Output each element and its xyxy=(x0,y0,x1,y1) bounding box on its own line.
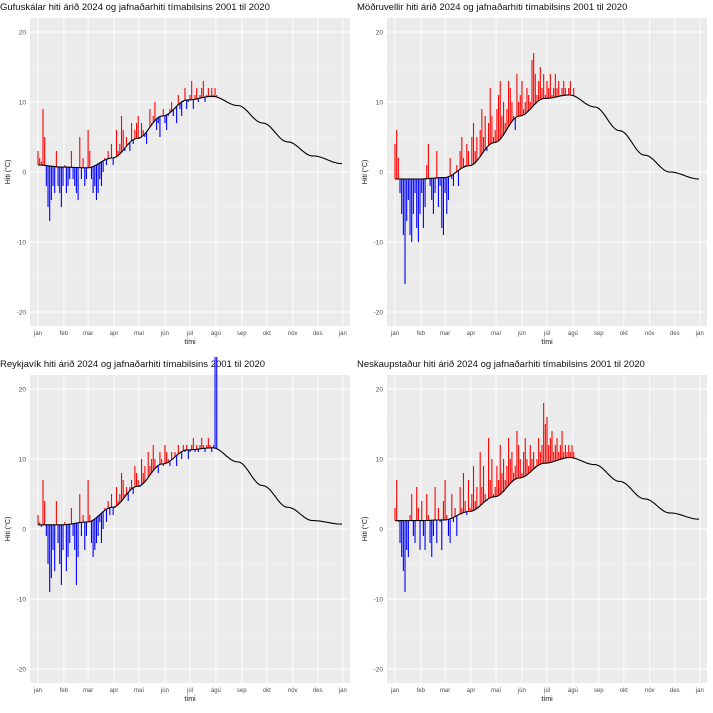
x-tick-label: okt xyxy=(263,688,271,694)
x-tick-label: feb xyxy=(417,688,426,694)
x-axis-label: tími xyxy=(541,339,553,346)
x-tick-label: jún xyxy=(160,688,169,694)
chart-title: Möðruvellir hiti árið 2024 og jafnaðarhi… xyxy=(357,2,628,13)
y-tick-label: 20 xyxy=(19,30,27,37)
x-tick-label: mar xyxy=(440,331,450,337)
y-tick-label: 10 xyxy=(376,457,384,464)
x-tick-label: jún xyxy=(517,331,526,337)
y-tick-label: -20 xyxy=(17,310,27,317)
normal-curve-line xyxy=(38,95,343,169)
y-tick-label: 20 xyxy=(376,30,384,37)
y-tick-label: -10 xyxy=(17,240,27,247)
x-axis-label: tími xyxy=(184,696,196,703)
x-tick-label: jan xyxy=(33,688,42,694)
x-tick-label: apr xyxy=(110,331,119,337)
x-tick-label: sep xyxy=(594,331,604,337)
y-tick-label: -10 xyxy=(17,597,27,604)
chart-title: Reykjavík hiti árið 2024 og jafnaðarhiti… xyxy=(0,359,266,370)
y-tick-label: 0 xyxy=(379,170,383,177)
x-tick-label: jan xyxy=(695,688,704,694)
x-tick-label: feb xyxy=(60,688,69,694)
x-axis-label: tími xyxy=(184,339,196,346)
x-tick-label: des xyxy=(670,331,680,337)
x-tick-label: okt xyxy=(620,688,628,694)
x-tick-label: okt xyxy=(263,331,271,337)
chart-plot: -20 -10 0 10 20 jan feb mar apr maí jún júl ágú sep ok… xyxy=(361,18,707,346)
x-tick-label: des xyxy=(313,688,323,694)
chart-panel-neskaupstadur: Neskaupstaður hiti árið 2024 og jafnaðar… xyxy=(357,357,713,713)
x-tick-label: jan xyxy=(390,331,399,337)
x-tick-label: sep xyxy=(237,688,247,694)
x-tick-label: nóv xyxy=(288,331,298,337)
chart-title: Neskaupstaður hiti árið 2024 og jafnaðar… xyxy=(357,359,645,370)
normal-curve-line xyxy=(38,447,342,526)
x-tick-label: júl xyxy=(543,331,550,337)
x-tick-label: feb xyxy=(417,331,426,337)
x-tick-label: mar xyxy=(83,331,93,337)
y-tick-label: 10 xyxy=(376,100,384,107)
x-tick-label: jan xyxy=(33,331,42,337)
x-axis-label: tími xyxy=(541,696,553,703)
x-tick-label: júl xyxy=(186,331,193,337)
chart-plot: -20 -10 0 10 20 jan feb mar apr maí jún júl ágú sep ok… xyxy=(4,357,350,703)
y-tick-label: 0 xyxy=(379,527,383,534)
x-tick-label: des xyxy=(313,331,323,337)
normal-curve-line xyxy=(395,94,700,180)
chart-title: Gufuskálar hiti árið 2024 og jafnaðarhit… xyxy=(0,2,270,13)
x-tick-label: apr xyxy=(110,688,119,694)
y-tick-label: 0 xyxy=(22,527,26,534)
x-tick-label: júl xyxy=(543,688,550,694)
y-tick-label: 20 xyxy=(376,387,384,394)
y-tick-label: -10 xyxy=(374,240,384,247)
y-tick-label: -20 xyxy=(17,667,27,674)
y-tick-label: -20 xyxy=(374,667,384,674)
x-tick-label: mar xyxy=(440,688,450,694)
x-tick-label: des xyxy=(670,688,680,694)
x-tick-label: mar xyxy=(83,688,93,694)
y-tick-label: 0 xyxy=(22,170,26,177)
y-tick-label: 20 xyxy=(19,387,27,394)
chart-panel-reykjavik: Reykjavík hiti árið 2024 og jafnaðarhiti… xyxy=(0,357,356,713)
y-axis-label: Hiti (°C) xyxy=(361,160,369,185)
x-tick-label: maí xyxy=(134,688,144,694)
chart-panel-modruvellir: Möðruvellir hiti árið 2024 og jafnaðarhi… xyxy=(357,0,713,356)
y-tick-label: -20 xyxy=(374,310,384,317)
y-axis-label: Hiti (°C) xyxy=(361,517,369,542)
y-tick-label: 10 xyxy=(19,457,27,464)
x-tick-label: maí xyxy=(134,331,144,337)
x-tick-label: nóv xyxy=(288,688,298,694)
x-tick-label: nóv xyxy=(645,331,655,337)
x-tick-label: ágú xyxy=(568,688,578,694)
chart-panel-gufuskalar: Gufuskálar hiti árið 2024 og jafnaðarhit… xyxy=(0,0,356,356)
x-tick-label: okt xyxy=(620,331,628,337)
x-tick-label: ágú xyxy=(211,331,221,337)
x-tick-label: apr xyxy=(467,331,476,337)
normal-curve-line xyxy=(395,457,700,522)
x-tick-label: apr xyxy=(467,688,476,694)
y-axis-label: Hiti (°C) xyxy=(4,517,12,542)
x-tick-label: nóv xyxy=(645,688,655,694)
chart-plot: -20 -10 0 10 20 jan feb mar apr maí jún júl ágú sep ok… xyxy=(361,375,707,703)
x-tick-label: jan xyxy=(338,688,347,694)
chart-plot: -20 -10 0 10 20 jan feb mar apr maí jún júl ágú sep ok… xyxy=(4,18,350,346)
x-tick-label: maí xyxy=(491,331,501,337)
y-tick-label: -10 xyxy=(374,597,384,604)
x-tick-label: maí xyxy=(491,688,501,694)
x-tick-label: ágú xyxy=(211,688,221,694)
x-tick-label: jan xyxy=(390,688,399,694)
x-tick-label: feb xyxy=(60,331,69,337)
x-tick-label: ágú xyxy=(568,331,578,337)
x-tick-label: júl xyxy=(186,688,193,694)
y-axis-label: Hiti (°C) xyxy=(4,160,12,185)
x-tick-label: sep xyxy=(237,331,247,337)
y-tick-label: 10 xyxy=(19,100,27,107)
x-tick-label: jan xyxy=(338,331,347,337)
x-tick-label: jún xyxy=(517,688,526,694)
x-tick-label: jún xyxy=(160,331,169,337)
x-tick-label: sep xyxy=(594,688,604,694)
x-tick-label: jan xyxy=(695,331,704,337)
